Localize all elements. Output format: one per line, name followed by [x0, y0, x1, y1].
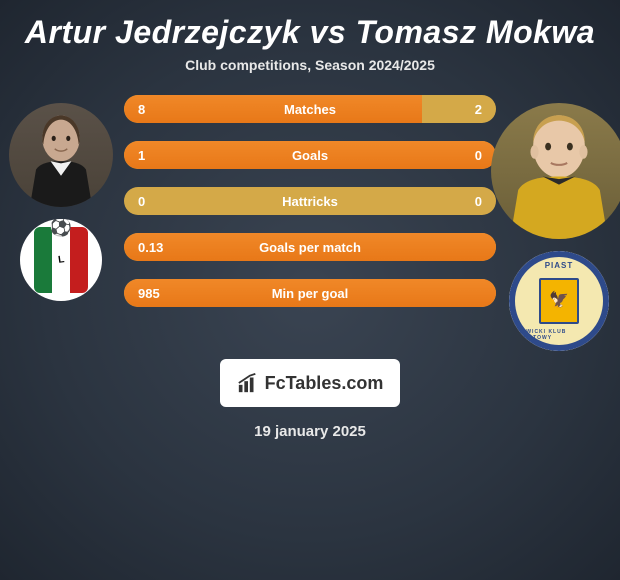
- stat-row: 8Matches2: [124, 95, 496, 123]
- player-left-column: ⚽ L: [6, 95, 116, 301]
- stat-row: 0Hattricks0: [124, 187, 496, 215]
- subtitle: Club competitions, Season 2024/2025: [0, 57, 620, 73]
- date-label: 19 january 2025: [0, 423, 620, 440]
- club-right-badge: 🦅: [509, 251, 609, 351]
- stat-label: Matches: [124, 95, 496, 123]
- logo-text: FcTables.com: [265, 373, 384, 394]
- stat-label: Hattricks: [124, 187, 496, 215]
- player-left-avatar: [9, 103, 113, 207]
- person-icon: [491, 103, 620, 239]
- player-right-avatar: [491, 103, 620, 239]
- fctables-logo: FcTables.com: [220, 359, 400, 407]
- stat-right-value: 0: [461, 187, 496, 215]
- page-title: Artur Jedrzejczyk vs Tomasz Mokwa: [0, 0, 620, 57]
- player-right-column: 🦅: [504, 95, 614, 351]
- person-icon: [9, 103, 113, 207]
- stat-row: 1Goals0: [124, 141, 496, 169]
- stat-right-value: 2: [461, 95, 496, 123]
- stat-label: Goals: [124, 141, 496, 169]
- stat-label: Min per goal: [124, 279, 496, 307]
- chart-icon: [237, 372, 259, 394]
- stat-label: Goals per match: [124, 233, 496, 261]
- stat-right-value: [468, 233, 496, 261]
- stat-row: 0.13Goals per match: [124, 233, 496, 261]
- comparison-content: ⚽ L 8Matches2 1Goals0 0Hattricks0 0.13Goals…: [0, 95, 620, 351]
- club-left-badge: ⚽ L: [20, 219, 102, 301]
- stats-bars: 8Matches2 1Goals0 0Hattricks0 0.13Goals per…: [116, 95, 504, 325]
- stat-right-value: [468, 279, 496, 307]
- stat-row: 985Min per goal: [124, 279, 496, 307]
